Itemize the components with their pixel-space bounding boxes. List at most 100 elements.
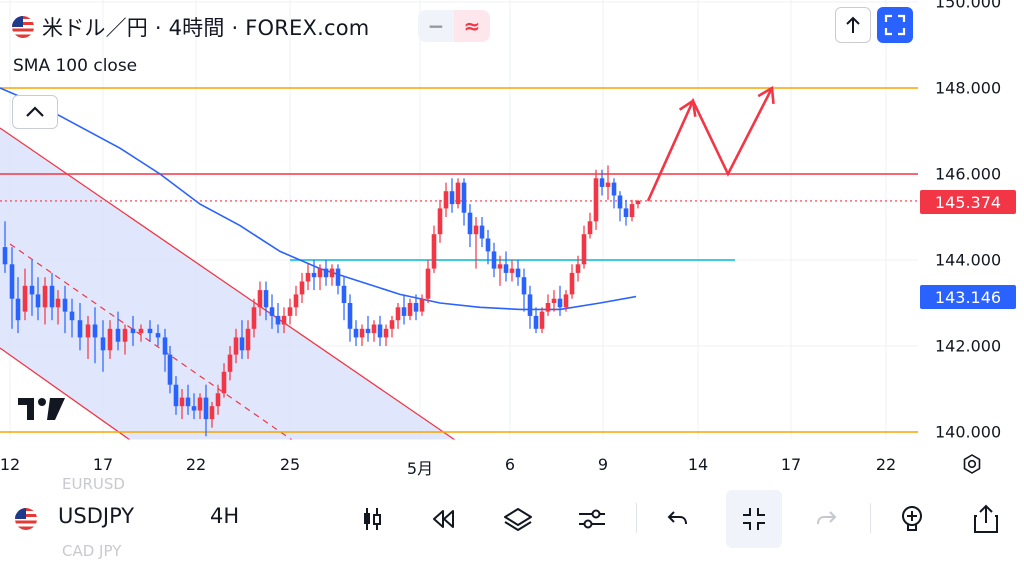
settings-sliders-button[interactable] bbox=[568, 496, 616, 542]
pill-left: − bbox=[427, 14, 445, 38]
fullscreen-button[interactable] bbox=[877, 7, 913, 43]
candle-body bbox=[431, 234, 437, 269]
candle-body bbox=[69, 311, 75, 321]
candle-body bbox=[179, 397, 185, 407]
candle-body bbox=[311, 272, 317, 278]
candle-body bbox=[323, 268, 329, 278]
candle-body bbox=[167, 354, 173, 385]
rewind-icon bbox=[433, 510, 454, 528]
y-tick-label: 150.000 bbox=[935, 0, 1002, 12]
candle-body bbox=[2, 247, 8, 265]
collapse-icon bbox=[743, 508, 765, 530]
candle-body bbox=[377, 324, 383, 338]
candle-body bbox=[275, 315, 281, 325]
candle-body bbox=[62, 298, 68, 312]
candle-body bbox=[635, 200, 641, 205]
candle-body bbox=[569, 272, 575, 295]
candle-body bbox=[147, 328, 153, 334]
bulb-plus-icon bbox=[902, 506, 922, 531]
candle-body bbox=[299, 281, 305, 295]
arrow-up-button[interactable] bbox=[835, 7, 871, 43]
x-tick-label: 6 bbox=[504, 455, 516, 474]
candle-body bbox=[55, 298, 61, 308]
candle-body bbox=[29, 285, 35, 295]
candle-body bbox=[329, 268, 335, 278]
candle-body bbox=[371, 324, 377, 334]
status-pill[interactable]: − ≈ bbox=[418, 10, 490, 42]
candle-body bbox=[85, 324, 91, 338]
candle-body bbox=[191, 406, 197, 411]
candle-body bbox=[22, 285, 28, 312]
ghost-symbol-above: EURUSD bbox=[62, 475, 125, 493]
candle-body bbox=[605, 182, 611, 187]
candle-body bbox=[473, 225, 479, 235]
share-icon bbox=[974, 504, 998, 533]
candle-body bbox=[209, 406, 215, 420]
candle-body bbox=[551, 298, 557, 303]
candle-body bbox=[359, 328, 365, 338]
candle-body bbox=[100, 337, 106, 351]
bottom-toolbar bbox=[0, 486, 1024, 552]
candle-body bbox=[455, 182, 461, 205]
arrow-up-icon bbox=[846, 16, 860, 33]
fullscreen-icon bbox=[884, 14, 906, 36]
candle-body bbox=[437, 208, 443, 235]
candle-body bbox=[239, 337, 245, 351]
candle-body bbox=[527, 294, 533, 316]
candle-body bbox=[383, 328, 389, 338]
undo-icon bbox=[667, 511, 687, 525]
us-flag-icon bbox=[15, 508, 37, 530]
redo-icon bbox=[817, 511, 837, 525]
candle-body bbox=[563, 294, 569, 308]
chart-title: 米ドル／円 · 4時間 · FOREX.com bbox=[42, 16, 370, 40]
candle-body bbox=[617, 195, 623, 209]
layers-button[interactable] bbox=[494, 496, 542, 542]
candle-body bbox=[347, 303, 353, 329]
replay-button[interactable] bbox=[420, 496, 468, 542]
candle-body bbox=[203, 397, 209, 420]
candle-body bbox=[521, 277, 527, 295]
collapse-legend-button[interactable] bbox=[12, 95, 58, 129]
collapse-button[interactable] bbox=[726, 490, 782, 548]
candle-body bbox=[575, 264, 581, 273]
chart-settings-icon[interactable] bbox=[960, 452, 984, 476]
y-tick-label: 148.000 bbox=[935, 78, 1002, 98]
share-button[interactable] bbox=[962, 496, 1010, 542]
candle-body bbox=[115, 328, 121, 342]
candle-body bbox=[629, 204, 635, 217]
candle-body bbox=[581, 234, 587, 265]
tradingview-logo bbox=[18, 396, 66, 426]
timeframe-label[interactable]: 4H bbox=[210, 504, 240, 528]
candlestick-icon bbox=[364, 508, 381, 530]
redo-button[interactable] bbox=[802, 496, 850, 542]
candle-body bbox=[533, 315, 539, 329]
undo-button[interactable] bbox=[654, 496, 702, 542]
candle-body bbox=[611, 182, 617, 196]
candle-body bbox=[155, 333, 161, 338]
candle-body bbox=[251, 307, 257, 329]
x-tick-label: 5月 bbox=[406, 459, 434, 478]
candle-body bbox=[257, 290, 263, 308]
y-tick-label: 144.000 bbox=[935, 250, 1002, 270]
add-indicator-button[interactable] bbox=[888, 496, 936, 542]
x-tick-label: 14 bbox=[687, 455, 709, 474]
candle-body bbox=[335, 268, 341, 286]
candle-body bbox=[509, 268, 515, 273]
candle-body bbox=[467, 212, 473, 235]
symbol-label[interactable]: USDJPY bbox=[58, 504, 135, 528]
candle-body bbox=[197, 397, 203, 411]
candle-body bbox=[185, 397, 191, 407]
chart-header: 米ドル／円 · 4時間 · FOREX.com bbox=[12, 10, 369, 44]
candle-body bbox=[599, 178, 605, 187]
candles-button[interactable] bbox=[348, 496, 396, 542]
candle-body bbox=[341, 285, 347, 303]
projection-arrow-path bbox=[646, 87, 774, 202]
candle-body bbox=[287, 307, 293, 316]
indicator-legend[interactable]: SMA 100 close bbox=[13, 56, 138, 76]
candle-body bbox=[162, 337, 168, 355]
candle-body bbox=[389, 320, 395, 329]
candle-body bbox=[281, 315, 287, 325]
candle-body bbox=[443, 191, 449, 209]
channel-lower-line bbox=[0, 347, 131, 441]
